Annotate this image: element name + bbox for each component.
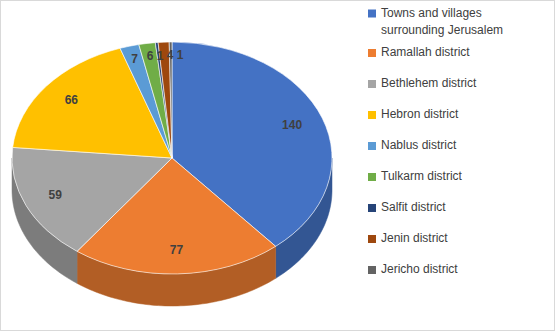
legend-swatch xyxy=(368,235,376,243)
data-label: 1 xyxy=(157,49,164,63)
pie-top xyxy=(12,42,332,274)
legend-label: Jericho district xyxy=(381,262,458,276)
legend-swatch xyxy=(368,80,376,88)
legend-label: Jenin district xyxy=(381,231,448,245)
legend: Towns and villages surrounding Jerusalem… xyxy=(368,6,503,277)
pie xyxy=(12,42,332,306)
data-label: 59 xyxy=(49,188,63,202)
data-labels: 14077596676141 xyxy=(49,48,303,257)
legend-label: Towns and villages surrounding Jerusalem xyxy=(381,6,503,37)
legend-swatch xyxy=(368,142,376,150)
legend-swatch xyxy=(368,173,376,181)
data-label: 7 xyxy=(131,52,138,66)
chart-border xyxy=(1,1,555,331)
slice xyxy=(12,147,172,251)
legend-swatch xyxy=(368,111,376,119)
legend-label: Bethlehem district xyxy=(381,76,477,90)
legend-swatch xyxy=(368,204,376,212)
chart: 14077596676141Towns and villages surroun… xyxy=(0,0,555,331)
legend-label: Salfit district xyxy=(381,200,446,214)
data-label: 66 xyxy=(65,93,79,107)
data-label: 4 xyxy=(167,48,174,62)
data-label: 140 xyxy=(282,118,302,132)
legend-label: Nablus district xyxy=(381,138,457,152)
legend-label: Ramallah district xyxy=(381,45,470,59)
data-label: 77 xyxy=(170,243,184,257)
legend-label: Tulkarm district xyxy=(381,169,463,183)
legend-label: Hebron district xyxy=(381,107,459,121)
legend-swatch xyxy=(368,49,376,57)
legend-swatch xyxy=(368,266,376,274)
data-label: 6 xyxy=(147,49,154,63)
legend-swatch xyxy=(368,10,376,18)
data-label: 1 xyxy=(177,48,184,62)
